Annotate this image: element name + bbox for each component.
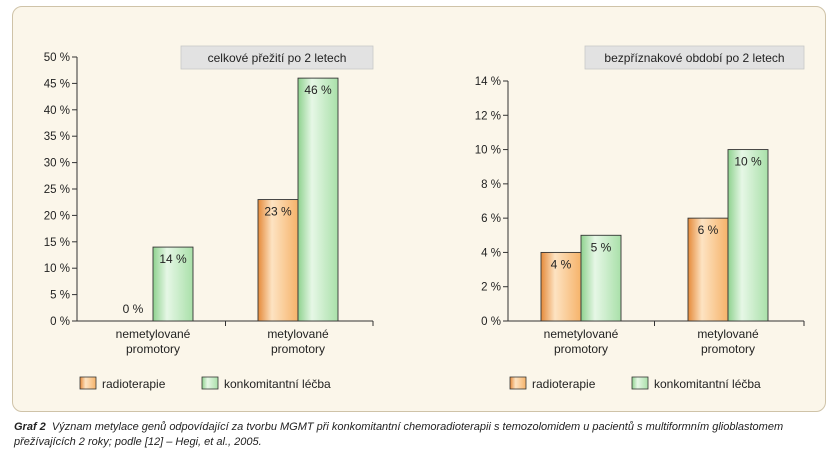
y-tick-label: 45 % [44,78,70,90]
x-category-label: nemetylované [116,327,191,341]
data-label: 23 % [264,205,292,219]
bar-charts: celkové přežití po 2 letech 0 % 5 % 10 % 15 … [44,45,805,391]
x-category-label: nemetylované [544,327,619,341]
y-tick-label: 12 % [475,110,501,122]
bar-radioterapie [257,199,299,322]
data-label: 0 % [123,302,144,316]
y-tick-label: 50 % [44,52,70,64]
figure-panel [12,6,826,412]
y-tick-label: 10 % [475,145,501,157]
bar-konkomitantni [297,77,339,322]
chart-title: bezpříznakové období po 2 letech [604,51,784,65]
y-tick-label: 5 % [50,290,70,302]
y-tick-label: 2 % [481,282,501,294]
bar-radioterapie [687,217,729,322]
caption-text: Význam metylace genů odpovídající za tvo… [14,421,784,448]
y-tick-label: 0 % [481,316,501,328]
bar-konkomitantni [580,234,622,322]
x-category-label: promotory [554,342,608,356]
legend-swatch-radioterapie [509,376,527,390]
y-tick-label: 6 % [481,213,501,225]
y-tick-label: 30 % [44,158,70,170]
x-category-label: promotory [701,342,755,356]
x-category-label: metylované [697,327,759,341]
y-tick-label: 40 % [44,105,70,117]
data-label: 14 % [159,252,187,266]
bar-konkomitantni [152,246,194,322]
bar-konkomitantni [727,149,769,322]
y-tick-label: 10 % [44,263,70,275]
figure-caption: Graf 2 Význam metylace genů odpovídající… [14,420,824,450]
y-tick-label: 20 % [44,210,70,222]
caption-label: Graf 2 [14,421,46,433]
chart-title-box [180,45,374,70]
legend-label: konkomitantní léčba [224,377,331,391]
legend-label: radioterapie [532,377,596,391]
chart-title: celkové přežití po 2 letech [208,51,347,65]
y-tick-label: 25 % [44,184,70,196]
legend-swatch-radioterapie [79,376,97,390]
y-tick-label: 14 % [475,76,501,88]
data-label: 4 % [551,257,572,271]
data-label: 46 % [304,83,332,97]
legend-label: konkomitantní léčba [654,377,761,391]
legend-label: radioterapie [102,377,166,391]
x-category-label: promotory [271,342,325,356]
y-tick-label: 0 % [50,316,70,328]
x-category-label: metylované [267,327,329,341]
y-tick-label: 8 % [481,179,501,191]
data-label: 10 % [734,155,762,169]
data-label: 5 % [591,240,612,254]
legend-swatch-konkomitantni [631,376,649,390]
y-tick-label: 4 % [481,247,501,259]
x-category-label: promotory [126,342,180,356]
y-tick-label: 15 % [44,237,70,249]
data-label: 6 % [698,223,719,237]
chart-title-box [584,45,805,70]
legend-swatch-konkomitantni [201,376,219,390]
y-tick-label: 35 % [44,131,70,143]
